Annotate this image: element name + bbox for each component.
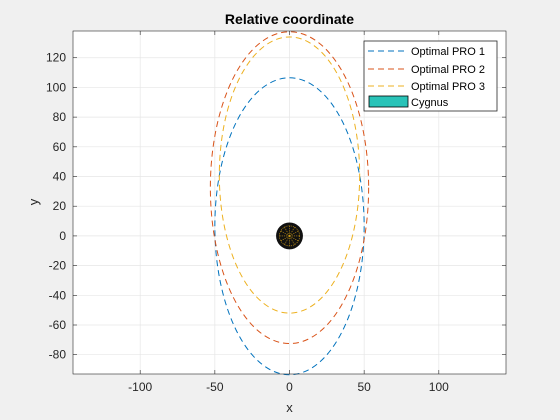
legend-label-pro-2: Optimal PRO 2 <box>411 64 485 76</box>
cygnus-spoke <box>289 235 295 245</box>
series-pro-1 <box>214 77 365 376</box>
y-tick-label: 60 <box>53 140 67 154</box>
y-tick-label: -40 <box>49 288 67 302</box>
cygnus-spoke <box>280 230 290 237</box>
cygnus-ring <box>279 225 300 247</box>
x-tick-label: 100 <box>429 380 449 394</box>
axis-ticks: -100 -50 0 50 100 -80 -60 -40 -20 0 20 40 60 80 100 120 <box>46 31 506 394</box>
legend-swatch-cygnus <box>368 95 409 108</box>
x-tick-label: 50 <box>357 380 371 394</box>
y-tick-label: 120 <box>46 51 66 65</box>
y-tick-label: 0 <box>59 229 66 243</box>
legend-label-pro-3: Optimal PRO 3 <box>411 81 485 93</box>
chart-title: Relative coordinate <box>225 11 354 27</box>
series-pro-3 <box>218 36 361 314</box>
x-tick-label: 0 <box>286 380 293 394</box>
x-tick-label: -100 <box>128 380 152 394</box>
y-tick-label: -80 <box>49 348 67 362</box>
y-tick-label: -60 <box>49 318 67 332</box>
legend-label-pro-1: Optimal PRO 1 <box>411 46 485 58</box>
cygnus-spoke <box>289 230 299 237</box>
x-axis-label: x <box>286 400 293 415</box>
y-tick-label: 20 <box>53 199 67 213</box>
legend-label-cygnus: Cygnus <box>411 97 449 109</box>
y-tick-label: -20 <box>49 259 67 273</box>
series-pro-2 <box>209 31 370 345</box>
cygnus-spoke <box>280 235 290 242</box>
y-tick-label: 100 <box>46 80 66 94</box>
series-layer <box>209 31 370 376</box>
x-tick-label: -50 <box>206 380 224 394</box>
cygnus-spoke <box>289 235 299 242</box>
cygnus-spoke <box>284 235 290 245</box>
y-axis-label: y <box>26 198 41 205</box>
cygnus-spoke <box>289 227 295 237</box>
y-tick-label: 80 <box>53 110 67 124</box>
cygnus-spoke <box>284 227 290 237</box>
legend[interactable]: Optimal PRO 1 Optimal PRO 2 Optimal PRO … <box>363 40 498 112</box>
y-tick-label: 40 <box>53 170 67 184</box>
cygnus-target <box>276 222 303 250</box>
